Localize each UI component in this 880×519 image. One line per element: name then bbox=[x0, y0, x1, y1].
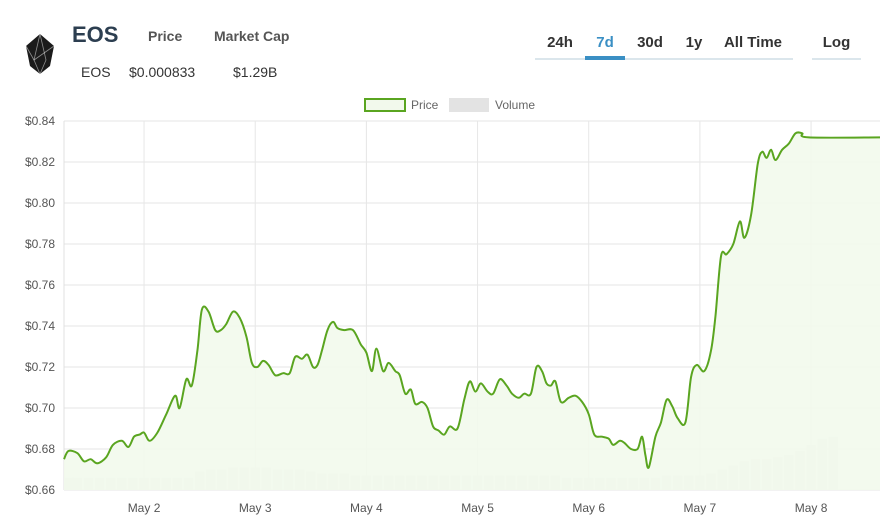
y-tick-label: $0.78 bbox=[25, 237, 55, 251]
x-tick-label: May 7 bbox=[684, 501, 717, 515]
y-tick-label: $0.84 bbox=[25, 114, 55, 128]
tab-7d[interactable]: 7d bbox=[585, 28, 625, 60]
tab-1y[interactable]: 1y bbox=[675, 28, 713, 60]
y-tick-label: $0.66 bbox=[25, 483, 55, 497]
market-cap-value: $1.29B bbox=[233, 64, 278, 80]
x-tick-label: May 4 bbox=[350, 501, 383, 515]
x-tick-label: May 3 bbox=[239, 501, 272, 515]
tab-24h[interactable]: 24h bbox=[535, 28, 585, 60]
y-tick-label: $0.70 bbox=[25, 401, 55, 415]
price-header-label: Price bbox=[148, 28, 183, 44]
legend-price-label[interactable]: Price bbox=[411, 98, 439, 112]
price-area-fill bbox=[64, 132, 880, 490]
legend-price-swatch[interactable] bbox=[364, 98, 406, 112]
symbol-value: EOS bbox=[81, 64, 111, 80]
x-tick-label: May 6 bbox=[572, 501, 605, 515]
coin-name: EOS bbox=[72, 22, 119, 47]
x-tick-label: May 5 bbox=[461, 501, 494, 515]
legend-volume-label[interactable]: Volume bbox=[495, 98, 536, 112]
log-toggle[interactable]: Log bbox=[812, 28, 861, 60]
y-tick-label: $0.74 bbox=[25, 319, 55, 333]
eos-logo-icon bbox=[24, 33, 56, 76]
y-tick-label: $0.80 bbox=[25, 196, 55, 210]
y-tick-label: $0.72 bbox=[25, 360, 55, 374]
tab-all-time[interactable]: All Time bbox=[713, 28, 793, 60]
market-cap-header-label: Market Cap bbox=[214, 28, 290, 44]
y-tick-label: $0.76 bbox=[25, 278, 55, 292]
y-tick-label: $0.82 bbox=[25, 155, 55, 169]
x-tick-label: May 8 bbox=[795, 501, 828, 515]
price-value: $0.000833 bbox=[129, 64, 196, 80]
price-line bbox=[63, 131, 880, 469]
legend-volume-swatch[interactable] bbox=[449, 98, 489, 112]
x-tick-label: May 2 bbox=[128, 501, 161, 515]
y-tick-label: $0.68 bbox=[25, 442, 55, 456]
tab-30d[interactable]: 30d bbox=[625, 28, 675, 60]
